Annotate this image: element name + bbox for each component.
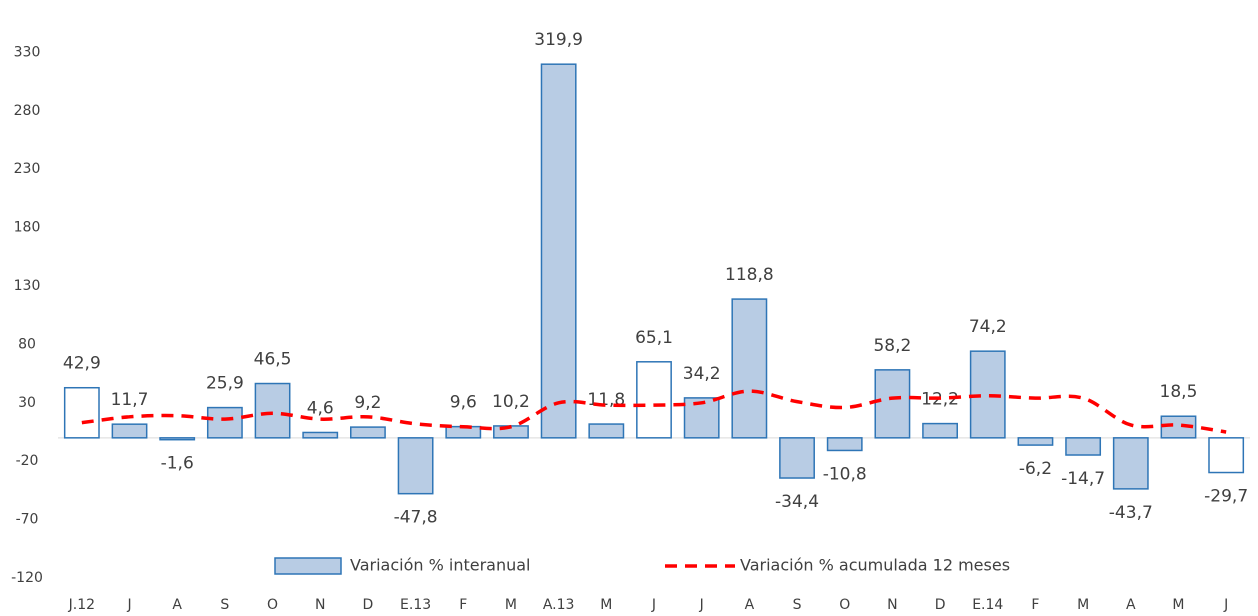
data-label: 319,9 bbox=[534, 30, 583, 50]
x-tick-label: N bbox=[315, 597, 325, 613]
bar bbox=[1065, 437, 1102, 456]
bar bbox=[1160, 415, 1197, 439]
data-label: -29,7 bbox=[1204, 487, 1248, 507]
bar bbox=[1208, 437, 1245, 474]
bar bbox=[111, 423, 148, 439]
y-tick-label: 380 bbox=[14, 0, 41, 2]
bar bbox=[254, 382, 291, 439]
x-tick-label: O bbox=[839, 597, 850, 613]
x-tick-label: F bbox=[1031, 597, 1039, 613]
data-label: 74,2 bbox=[969, 317, 1007, 337]
data-label: 4,6 bbox=[307, 398, 334, 418]
bar bbox=[922, 422, 958, 439]
line bbox=[81, 389, 1227, 434]
data-label: -47,8 bbox=[394, 508, 438, 528]
x-tick-label: A.13 bbox=[543, 597, 575, 613]
data-label: 34,2 bbox=[683, 364, 721, 384]
x-tick-label: E.13 bbox=[400, 597, 431, 613]
data-label: 11,7 bbox=[111, 390, 149, 410]
x-tick-label: S bbox=[793, 597, 802, 613]
data-label: -43,7 bbox=[1109, 503, 1153, 523]
x-tick-label: J bbox=[126, 597, 131, 613]
x-tick-label: O bbox=[267, 597, 278, 613]
y-tick-label: 230 bbox=[14, 161, 41, 177]
bar bbox=[779, 437, 815, 479]
x-tick-label: J bbox=[699, 597, 704, 613]
bar bbox=[731, 298, 768, 439]
bar bbox=[302, 431, 339, 439]
bar bbox=[206, 406, 243, 439]
legend-label: Variación % interanual bbox=[350, 556, 531, 575]
bar bbox=[159, 437, 196, 441]
data-label: -14,7 bbox=[1061, 469, 1105, 489]
bar bbox=[1112, 437, 1149, 490]
bar bbox=[874, 369, 911, 439]
legend-label: Variación % acumulada 12 meses bbox=[740, 556, 1010, 575]
data-label: -10,8 bbox=[823, 464, 867, 484]
data-label: 46,5 bbox=[254, 350, 292, 370]
data-label: 9,6 bbox=[450, 393, 477, 413]
x-tick-label: D bbox=[935, 597, 946, 613]
x-tick-label: A bbox=[172, 597, 182, 613]
data-label: 42,9 bbox=[63, 354, 101, 374]
x-tick-label: M bbox=[1172, 597, 1184, 613]
bar bbox=[1017, 437, 1054, 446]
bar bbox=[540, 63, 577, 439]
y-tick-label: 330 bbox=[14, 44, 41, 60]
bar bbox=[826, 437, 863, 452]
x-tick-label: E.14 bbox=[972, 597, 1003, 613]
y-tick-label: 130 bbox=[14, 278, 41, 294]
y-tick-label: -70 bbox=[16, 512, 39, 528]
data-label: 118,8 bbox=[725, 265, 774, 285]
data-label: -1,6 bbox=[161, 454, 194, 474]
legend-swatch bbox=[274, 557, 342, 575]
x-tick-label: J bbox=[1223, 597, 1228, 613]
x-tick-label: J.12 bbox=[68, 597, 95, 613]
x-tick-label: M bbox=[505, 597, 517, 613]
data-label: 25,9 bbox=[206, 374, 244, 394]
y-tick-label: 180 bbox=[14, 220, 41, 236]
y-tick-label: 280 bbox=[14, 103, 41, 119]
x-tick-label: M bbox=[1077, 597, 1089, 613]
x-tick-label: J bbox=[651, 597, 656, 613]
y-tick-label: 80 bbox=[18, 336, 36, 352]
x-tick-label: A bbox=[745, 597, 755, 613]
x-tick-label: F bbox=[459, 597, 467, 613]
bar bbox=[63, 386, 100, 439]
data-label: 18,5 bbox=[1160, 382, 1198, 402]
bar bbox=[636, 361, 672, 439]
y-tick-label: -120 bbox=[11, 570, 43, 586]
bar bbox=[397, 437, 434, 495]
x-tick-label: S bbox=[220, 597, 229, 613]
y-tick-label: 30 bbox=[18, 395, 36, 411]
x-tick-label: N bbox=[887, 597, 897, 613]
bar bbox=[588, 423, 625, 439]
x-tick-label: D bbox=[363, 597, 374, 613]
data-label: 58,2 bbox=[873, 336, 911, 356]
data-label: 10,2 bbox=[492, 392, 530, 412]
data-label: -6,2 bbox=[1019, 459, 1052, 479]
y-tick-label: -20 bbox=[16, 453, 39, 469]
data-label: -34,4 bbox=[775, 492, 819, 512]
data-label: 65,1 bbox=[635, 328, 673, 348]
data-label: 9,2 bbox=[354, 393, 381, 413]
x-tick-label: A bbox=[1126, 597, 1136, 613]
bar bbox=[350, 426, 386, 439]
x-tick-label: M bbox=[600, 597, 612, 613]
